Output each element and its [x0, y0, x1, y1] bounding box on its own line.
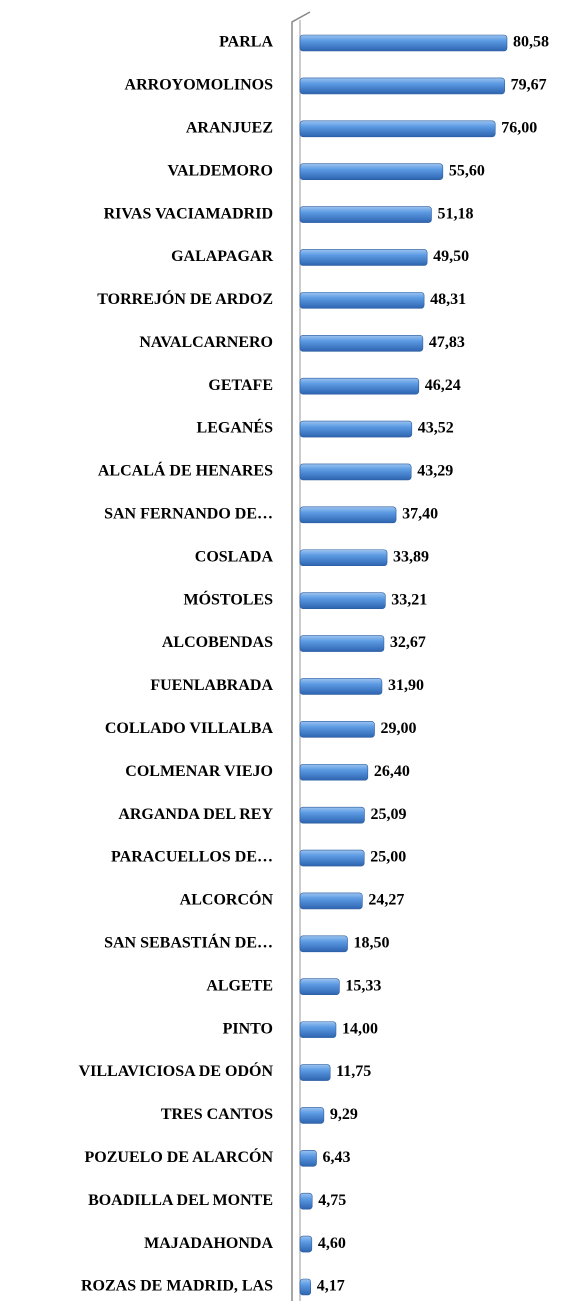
value-label: 4,60 [318, 1235, 346, 1252]
value-label: 4,75 [318, 1192, 346, 1209]
category-label: ALCOBENDAS [162, 634, 273, 651]
value-label: 33,89 [393, 548, 429, 565]
bar [299, 935, 348, 953]
bar [299, 463, 412, 481]
value-label: 80,58 [513, 34, 549, 51]
bar [299, 420, 413, 438]
value-label: 15,33 [345, 977, 381, 994]
value-label: 25,00 [370, 849, 406, 866]
bar [299, 1021, 337, 1038]
value-label: 26,40 [374, 763, 410, 780]
category-label: BOADILLA DEL MONTE [88, 1192, 273, 1209]
category-label: FUENLABRADA [150, 677, 273, 694]
category-label: TORREJÓN DE ARDOZ [97, 289, 273, 308]
category-label: POZUELO DE ALARCÓN [85, 1147, 274, 1166]
bar [299, 77, 505, 95]
bar [299, 334, 424, 352]
category-label: RIVAS VACIAMADRID [104, 205, 273, 222]
bar [299, 163, 444, 180]
category-label: SAN FERNANDO DE… [104, 506, 273, 523]
category-label: GALAPAGAR [171, 248, 273, 265]
bar [299, 678, 383, 695]
value-label: 33,21 [391, 591, 427, 608]
axis [291, 11, 311, 1301]
category-label: NAVALCARNERO [139, 334, 273, 351]
bar [299, 978, 340, 996]
value-label: 55,60 [449, 162, 485, 179]
value-label: 43,29 [417, 463, 453, 480]
bar [299, 1107, 325, 1124]
value-label: 51,18 [437, 205, 473, 222]
category-label: PINTO [223, 1020, 273, 1037]
bar [299, 1235, 313, 1253]
value-label: 43,52 [418, 420, 454, 437]
value-label: 11,75 [336, 1063, 371, 1080]
bar [299, 206, 432, 223]
value-label: 76,00 [501, 119, 537, 136]
value-label: 48,31 [430, 291, 466, 308]
bar [299, 592, 386, 609]
value-label: 46,24 [425, 377, 461, 394]
bar [299, 506, 397, 524]
category-label: ALCORCÓN [180, 890, 274, 909]
bar [299, 549, 388, 567]
category-label: COLLADO VILLALBA [105, 720, 274, 737]
value-label: 25,09 [370, 806, 406, 823]
bar [299, 292, 425, 309]
bar [299, 635, 385, 652]
bar [299, 721, 375, 738]
category-label: ALCALÁ DE HENARES [98, 461, 273, 480]
bar [299, 1278, 312, 1296]
axis-wall-front [291, 11, 311, 1301]
value-label: 49,50 [433, 248, 469, 265]
bar [299, 849, 365, 867]
value-label: 29,00 [380, 720, 416, 737]
value-label: 37,40 [402, 506, 438, 523]
value-label: 79,67 [511, 77, 547, 94]
category-label: MÓSTOLES [183, 589, 273, 608]
category-label: SAN SEBASTIÁN DE… [104, 932, 273, 951]
value-label: 4,17 [317, 1278, 345, 1295]
category-label: ARGANDA DEL REY [118, 806, 273, 823]
value-label: 18,50 [354, 934, 390, 951]
value-label: 31,90 [388, 677, 424, 694]
category-label: LEGANÉS [197, 418, 274, 437]
category-label: ROZAS DE MADRID, LAS [81, 1278, 273, 1295]
bar [299, 806, 365, 824]
bar [299, 1150, 317, 1167]
value-label: 47,83 [429, 334, 465, 351]
category-label: TRES CANTOS [161, 1106, 273, 1123]
bar [299, 249, 428, 266]
category-label: MAJADAHONDA [144, 1235, 273, 1252]
bar [299, 763, 369, 781]
value-label: 24,27 [368, 892, 404, 909]
bar [299, 120, 496, 138]
value-label: 9,29 [330, 1106, 358, 1123]
category-label: VILLAVICIOSA DE ODÓN [79, 1061, 274, 1080]
bar [299, 377, 420, 395]
value-label: 32,67 [390, 634, 426, 651]
bar [299, 1192, 313, 1210]
category-label: GETAFE [208, 377, 273, 394]
category-label: VALDEMORO [168, 162, 274, 179]
category-label: ARANJUEZ [186, 119, 273, 136]
category-label: PARACUELLOS DE… [111, 849, 273, 866]
category-label: COSLADA [195, 548, 274, 565]
value-label: 14,00 [342, 1020, 378, 1037]
bar [299, 892, 363, 910]
value-label: 6,43 [323, 1149, 351, 1166]
bar [299, 1064, 331, 1081]
category-label: ALGETE [206, 977, 273, 994]
bar [299, 34, 508, 52]
category-label: ARROYOMOLINOS [125, 77, 274, 94]
category-label: PARLA [219, 34, 273, 51]
category-label: COLMENAR VIEJO [125, 763, 273, 780]
